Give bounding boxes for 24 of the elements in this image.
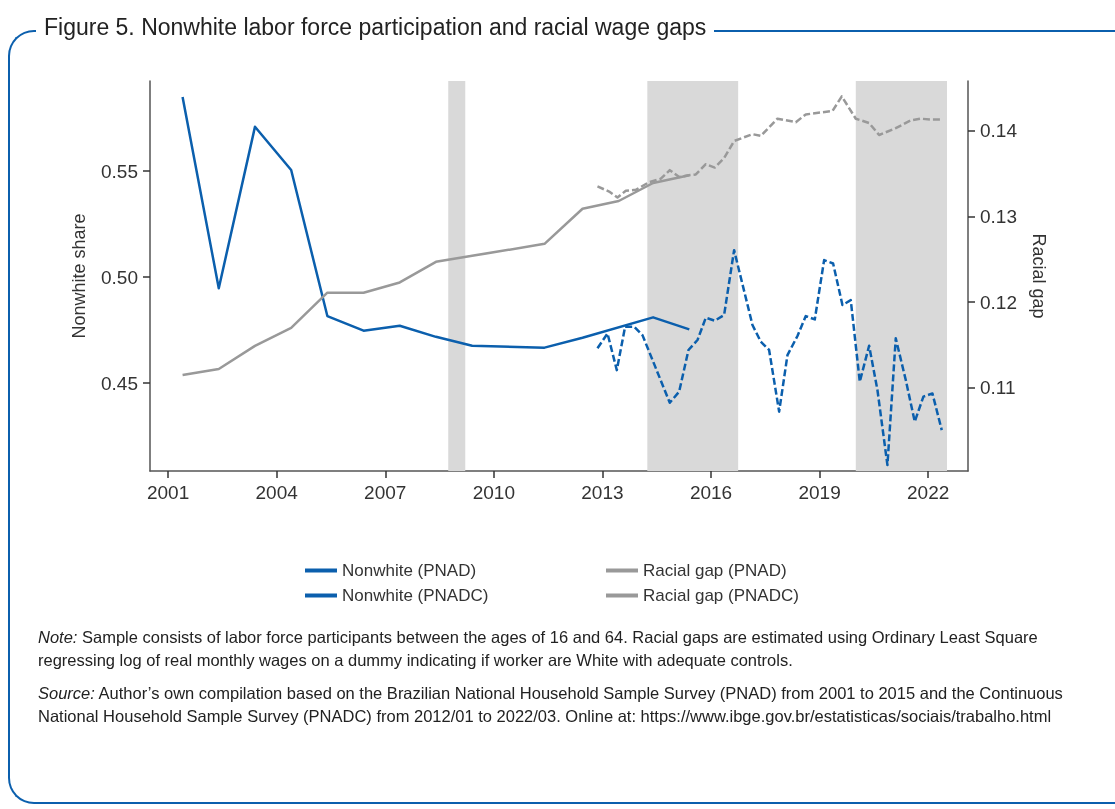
legend-label: Racial gap (PNAD) [643,561,787,580]
x-tick-label: 2013 [581,482,624,503]
y-tick-label: 0.45 [101,372,138,394]
text: Note: Sample consists of labor force participants between the ages of 16 and 64. Racial gaps are estimated using Ordinary Least Square regressing log of real monthly wages on a dummy indicating if worker are White with adequate controls. [38,627,1039,671]
x-tick-label: 2001 [146,482,190,503]
y2-tick-label: 0.13 [980,205,1017,227]
x-tick-label: 2016 [689,482,733,503]
y2-axis-title: Racial gap [1029,233,1049,319]
y2-tick-label: 0.12 [980,291,1017,313]
x-tick-label: 2004 [255,482,299,503]
x-tick-label: 2022 [907,482,950,503]
y2-tick-label: 0.11 [980,377,1016,399]
x-tick-label: 2019 [798,482,841,503]
y2-tick-label: 0.14 [980,120,1018,142]
y-tick-label: 0.50 [101,266,138,288]
legend-label: Racial gap (PNADC) [643,586,799,605]
y-axis-title: Nonwhite share [69,213,89,339]
chart-title: Figure 5. Nonwhite labor force participation and racial wage gaps [36,14,715,41]
y-tick-label: 0.55 [101,160,138,182]
legend-label: Nonwhite (PNAD) [342,561,477,580]
source-note: Source: Author’s own compilation based on the Brazilian National Household Sample Survey (PNAD) from 2001 to 2015 and the Continuous National Household Sample Survey (PNADC) from 2012/01 to 2022/03. Online at: https://www.ibge.gov.br/estatisticas/sociais/trabalho.html [38,683,1064,727]
legend-label: Nonwhite (PNADC) [342,586,489,605]
x-tick-label: 2007 [364,482,407,503]
x-tick-label: 2010 [472,482,515,503]
